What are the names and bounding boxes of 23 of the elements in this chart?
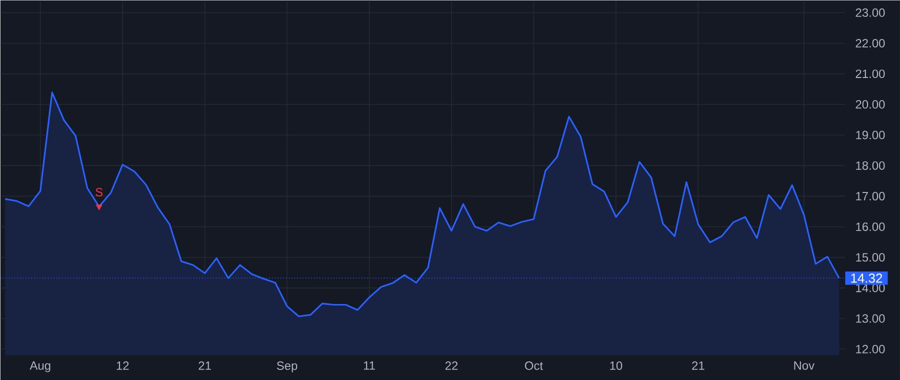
x-tick-label: 22 <box>445 361 458 370</box>
y-tick-label: 20.00 <box>856 100 885 109</box>
x-tick-label: 12 <box>116 361 129 370</box>
x-tick-label: Nov <box>794 361 815 370</box>
y-tick-label: 16.00 <box>856 222 885 231</box>
y-tick-label: 17.00 <box>856 192 885 200</box>
ref-line-label: 14.32 <box>851 273 882 283</box>
x-tick-label: Sep <box>276 361 298 372</box>
data-label: S <box>96 188 103 196</box>
y-tick-label: 12.00 <box>856 344 885 354</box>
y-tick-label: 15.00 <box>856 252 885 262</box>
y-tick-label: 23.00 <box>856 8 885 17</box>
y-tick-label: 21.00 <box>856 69 885 78</box>
x-tick-label: 21 <box>198 361 211 370</box>
y-tick-label: 22.00 <box>856 38 885 48</box>
x-tick-label: Aug <box>30 361 50 372</box>
x-tick-label: Oct <box>524 361 543 370</box>
y-tick-label: 18.00 <box>856 161 885 170</box>
y-tick-label: 13.00 <box>856 314 885 323</box>
x-tick-label: 11 <box>364 361 375 370</box>
x-tick-label: 21 <box>692 361 704 370</box>
x-tick-label: 10 <box>610 361 622 370</box>
y-tick-label: 19.00 <box>856 130 885 140</box>
